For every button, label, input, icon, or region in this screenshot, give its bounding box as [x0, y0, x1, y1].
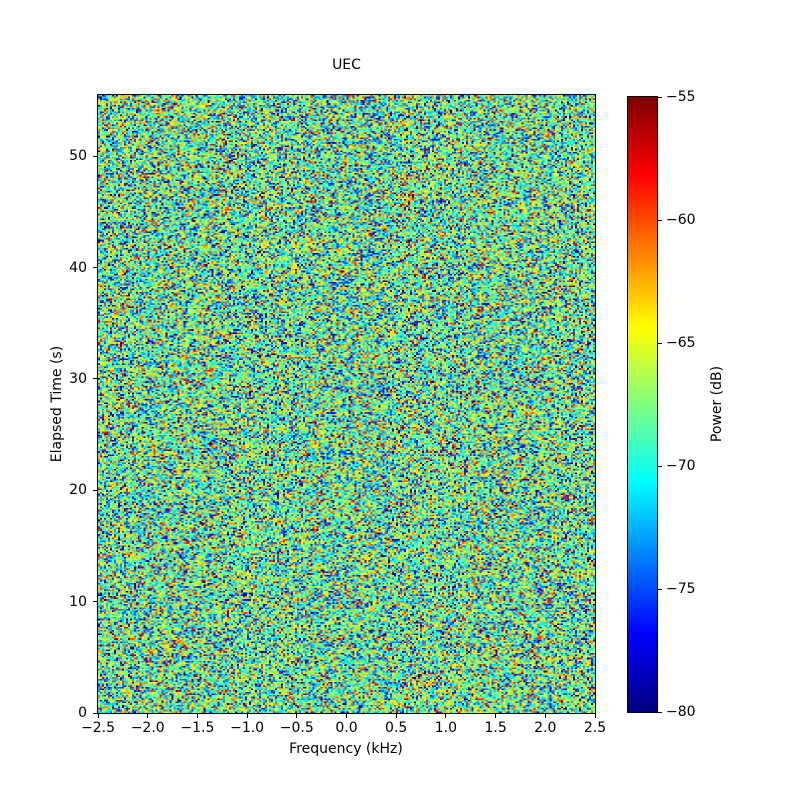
x-tick-mark	[196, 714, 198, 718]
x-axis-label: Frequency (kHz)	[289, 741, 403, 757]
x-tick-mark	[544, 714, 546, 718]
y-tick-mark	[93, 267, 97, 269]
colorbar-tick-mark	[658, 588, 662, 590]
colorbar	[627, 96, 658, 713]
x-tick-mark	[594, 714, 596, 718]
colorbar-label: Power (dB)	[709, 365, 725, 443]
x-tick-mark	[346, 714, 347, 718]
colorbar-tick-label: −80	[666, 704, 696, 720]
x-tick-mark	[97, 714, 99, 718]
y-axis-label: Elapsed Time (s)	[49, 345, 65, 463]
x-tick-mark	[147, 714, 149, 718]
x-tick-label: 0.5	[385, 720, 408, 736]
colorbar-gradient-canvas	[628, 97, 657, 712]
colorbar-tick-mark	[658, 711, 662, 713]
colorbar-tick-label: −55	[666, 89, 696, 105]
y-tick-label: 50	[69, 148, 87, 165]
x-tick-label: −1.5	[180, 720, 215, 736]
y-tick-mark	[93, 712, 97, 714]
x-tick-label: 0.0	[335, 720, 358, 736]
x-tick-label: 1.5	[484, 720, 507, 736]
y-tick-label: 30	[69, 370, 87, 387]
y-tick-mark	[93, 601, 97, 603]
colorbar-tick-label: −70	[666, 458, 696, 474]
colorbar-tick-mark	[658, 342, 662, 344]
y-tick-label: 40	[69, 259, 87, 276]
spectrogram-heatmap-canvas	[98, 95, 595, 713]
chart-title: UEC	[332, 57, 361, 73]
x-tick-mark	[246, 714, 248, 718]
x-tick-mark	[495, 714, 497, 718]
x-tick-mark	[445, 714, 447, 718]
x-tick-label: −2.0	[130, 720, 165, 736]
x-tick-label: −0.5	[279, 720, 314, 736]
colorbar-tick-mark	[658, 219, 662, 221]
colorbar-tick-label: −65	[666, 335, 696, 351]
y-tick-mark	[93, 378, 97, 380]
x-tick-mark	[296, 714, 298, 718]
x-tick-label: 2.0	[534, 720, 557, 736]
colorbar-tick-mark	[658, 96, 662, 98]
x-tick-label: −1.0	[230, 720, 265, 736]
y-tick-label: 20	[69, 482, 87, 499]
y-tick-mark	[93, 155, 97, 157]
plot-area	[97, 94, 596, 714]
y-tick-label: 10	[69, 593, 87, 610]
y-tick-mark	[93, 489, 97, 491]
colorbar-tick-label: −60	[666, 212, 696, 228]
x-tick-mark	[395, 714, 397, 718]
colorbar-tick-mark	[658, 465, 662, 467]
x-tick-label: 1.0	[434, 720, 458, 736]
x-tick-label: −2.5	[81, 720, 115, 736]
colorbar-tick-label: −75	[666, 581, 696, 597]
y-tick-label: 0	[78, 705, 87, 721]
x-tick-label: 2.5	[583, 720, 607, 736]
